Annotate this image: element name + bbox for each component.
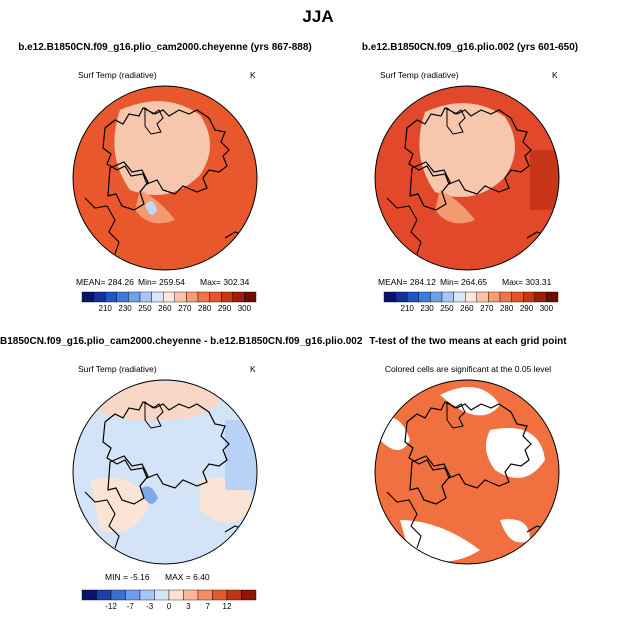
map [375, 86, 559, 270]
panel-title: T-test of the two means at each grid poi… [369, 336, 567, 347]
map [73, 380, 257, 564]
panel-title: b.e12.B1850CN.f09_g16.plio.002 (yrs 601-… [362, 42, 578, 53]
stat-label: Min= 259.54 [138, 277, 185, 287]
colorbar-cell [96, 589, 112, 601]
colorbar-cell [168, 589, 184, 601]
unit-label: K [250, 364, 256, 374]
colorbar-cell [110, 589, 126, 601]
map-border [374, 379, 560, 565]
colorbar-cell [212, 589, 228, 601]
colorbar-cell [104, 291, 117, 303]
stat-label: MEAN= 284.26 [76, 277, 134, 287]
colorbar-cell [407, 291, 420, 303]
colorbar-cell [465, 291, 478, 303]
colorbar-label: 260 [460, 304, 474, 313]
colorbar-label: 250 [440, 304, 454, 313]
colorbar-cell [183, 589, 199, 601]
colorbar-label: 210 [401, 304, 415, 313]
stat-label: MEAN= 284.12 [378, 277, 436, 287]
colorbar-label: -7 [127, 602, 135, 611]
colorbar-cell [162, 291, 175, 303]
colorbar-cell [523, 291, 536, 303]
colorbar-cell [453, 291, 466, 303]
panel-title: b.e12.B1850CN.f09_g16.plio_cam2000.cheye… [18, 42, 312, 53]
colorbar-label: 280 [198, 304, 212, 313]
colorbar-cell [209, 291, 222, 303]
colorbar-label: 7 [205, 602, 210, 611]
colorbar-cell [488, 291, 501, 303]
colorbar-label: 12 [223, 602, 232, 611]
unit-label: K [552, 70, 558, 80]
map [73, 86, 257, 270]
colorbar-cell [534, 291, 547, 303]
colorbar-label: -3 [146, 602, 154, 611]
colorbar-label: 270 [480, 304, 494, 313]
colorbar-cell [81, 291, 94, 303]
colorbar-cell [430, 291, 443, 303]
colorbar-label: 280 [500, 304, 514, 313]
variable-label: Surf Temp (radiative) [380, 70, 459, 80]
colorbar-cell [81, 589, 97, 601]
variable-label: Surf Temp (radiative) [78, 70, 157, 80]
map-border [72, 379, 258, 565]
colorbar-cell [128, 291, 141, 303]
colorbar-cell [499, 291, 512, 303]
colorbar-cell [139, 291, 152, 303]
colorbar-cell [197, 589, 213, 601]
colorbar-cell [154, 589, 170, 601]
map-border [374, 85, 560, 271]
variable-label: Surf Temp (radiative) [78, 364, 157, 374]
colorbar-cell [476, 291, 489, 303]
stat-label: Min= 264.65 [440, 277, 487, 287]
colorbar-label: 290 [218, 304, 232, 313]
colorbar-label: 300 [238, 304, 252, 313]
colorbar-cell [197, 291, 210, 303]
colorbar-label: 250 [138, 304, 152, 313]
map-border [72, 85, 258, 271]
colorbar-label: 0 [167, 602, 172, 611]
colorbar-cell [116, 291, 129, 303]
colorbar-cell [418, 291, 431, 303]
stat-label: Max= 303.31 [502, 277, 552, 287]
colorbar-cell [232, 291, 245, 303]
colorbar-cell [226, 589, 242, 601]
figure-title: JJA [302, 7, 333, 26]
colorbar-cell [139, 589, 155, 601]
colorbar-cell [546, 291, 559, 303]
colorbar-label: -12 [105, 602, 117, 611]
stat-label: Max= 302.34 [200, 277, 250, 287]
colorbar-cell [151, 291, 164, 303]
map [375, 380, 559, 564]
colorbar-cell [511, 291, 524, 303]
colorbar-cell [186, 291, 199, 303]
colorbar-label: 290 [520, 304, 534, 313]
colorbar-label: 270 [178, 304, 192, 313]
colorbar-label: 210 [99, 304, 113, 313]
colorbar-label: 230 [420, 304, 434, 313]
colorbar-label: 300 [540, 304, 554, 313]
colorbar-label: 230 [118, 304, 132, 313]
unit-label: K [250, 70, 256, 80]
colorbar-cell [395, 291, 408, 303]
panel-title: B1850CN.f09_g16.plio_cam2000.cheyenne - … [0, 336, 363, 347]
colorbar-cell [441, 291, 454, 303]
colorbar-label: 260 [158, 304, 172, 313]
panel-note: Colored cells are significant at the 0.0… [385, 364, 551, 374]
stat-label: MAX = 6.40 [165, 572, 210, 582]
colorbar-cell [220, 291, 233, 303]
stat-label: MIN = -5.16 [105, 572, 150, 582]
colorbar-cell [174, 291, 187, 303]
colorbar-cell [241, 589, 257, 601]
colorbar-cell [125, 589, 141, 601]
colorbar-cell [93, 291, 106, 303]
colorbar-cell [383, 291, 396, 303]
colorbar-label: 3 [186, 602, 191, 611]
colorbar-cell [244, 291, 257, 303]
